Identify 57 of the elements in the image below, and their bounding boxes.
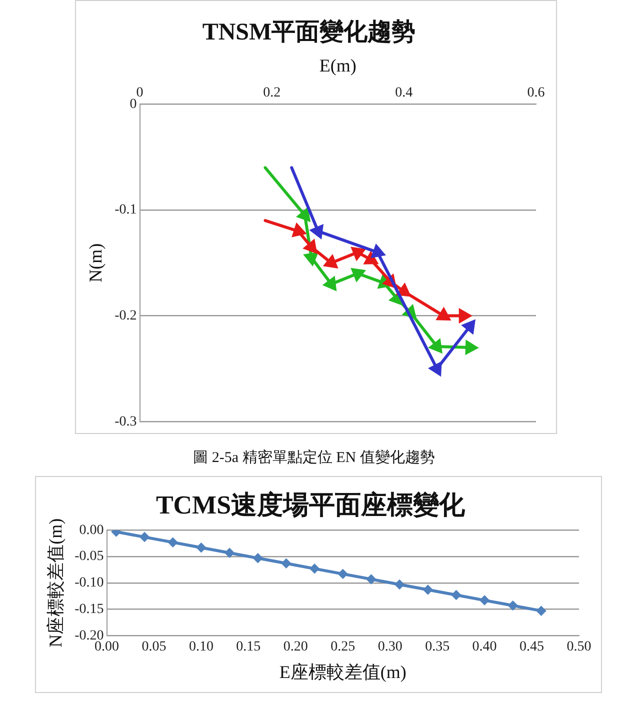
- point: [324, 277, 336, 290]
- x-tick-label: 0.35: [425, 640, 450, 655]
- x-axis-title: E(m): [319, 55, 356, 76]
- y-axis-title: N(m): [86, 243, 106, 282]
- x-tick-label: 0.15: [236, 640, 261, 655]
- point: [395, 580, 404, 589]
- point: [310, 564, 320, 574]
- point: [282, 558, 291, 568]
- point: [140, 532, 150, 542]
- point: [310, 224, 324, 238]
- chart-title: TNSM平面變化趨勢: [202, 18, 416, 46]
- point: [430, 339, 442, 353]
- x-tick-label: 0.25: [330, 640, 356, 655]
- y-tick-label: -0.15: [74, 602, 104, 617]
- x-tick-label: 0.10: [188, 640, 214, 655]
- point: [371, 244, 385, 258]
- point: [429, 362, 442, 376]
- y-tick-label: -0.3: [114, 414, 137, 430]
- point: [436, 308, 450, 320]
- point: [225, 548, 234, 558]
- point: [396, 284, 410, 296]
- point: [364, 252, 378, 264]
- point: [423, 585, 432, 594]
- point: [462, 320, 476, 334]
- caption: 圖 2-5a 精密單點定位 EN 值變化趨勢: [192, 448, 436, 467]
- x-tick-label: 0.45: [520, 640, 544, 655]
- chart-title: TCMS速度場平面座標變化: [156, 490, 466, 520]
- x-tick-label: 0.05: [142, 640, 166, 655]
- x-axis-title: E座標較差值(m): [279, 662, 406, 682]
- y-tick-label: -0.10: [74, 576, 104, 591]
- point: [452, 590, 461, 600]
- point: [168, 538, 178, 547]
- x-tick-label: 0.6: [527, 85, 545, 100]
- x-tick-label: 0.40: [472, 640, 497, 655]
- point: [304, 240, 317, 254]
- y-tick-label: -0.2: [114, 308, 137, 324]
- point: [324, 255, 338, 268]
- x-tick-label: 0.20: [283, 640, 308, 655]
- point: [366, 574, 376, 584]
- point: [297, 208, 310, 222]
- x-tick-label: 0.00: [94, 640, 120, 655]
- y-tick-label: -0.1: [114, 202, 137, 218]
- y-tick-label: -0.05: [74, 549, 104, 564]
- x-tick-label: 0.50: [566, 640, 592, 655]
- x-tick-label: 0.2: [263, 85, 281, 100]
- x-tick-label: 0.4: [395, 85, 413, 100]
- point: [196, 543, 206, 552]
- y-tick-label: 0.00: [79, 522, 104, 538]
- point: [536, 606, 546, 616]
- point: [253, 554, 262, 563]
- point: [338, 569, 348, 578]
- point: [480, 596, 490, 605]
- x-tick-label: 0.30: [378, 640, 402, 655]
- y-tick-label: 0: [130, 96, 137, 112]
- point: [508, 601, 518, 610]
- point: [292, 224, 306, 237]
- y-axis-title: N座標較差值(m): [46, 518, 66, 648]
